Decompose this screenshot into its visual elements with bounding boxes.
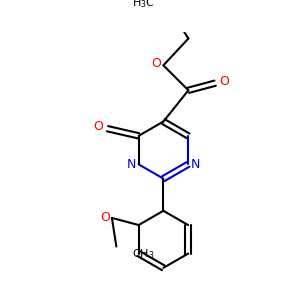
Text: N: N xyxy=(127,158,136,171)
Text: O: O xyxy=(219,75,229,88)
Text: O: O xyxy=(94,120,103,134)
Text: H$_3$C: H$_3$C xyxy=(131,0,154,10)
Text: O: O xyxy=(100,212,110,224)
Text: CH$_3$: CH$_3$ xyxy=(132,247,155,260)
Text: N: N xyxy=(190,158,200,171)
Text: O: O xyxy=(151,57,161,70)
